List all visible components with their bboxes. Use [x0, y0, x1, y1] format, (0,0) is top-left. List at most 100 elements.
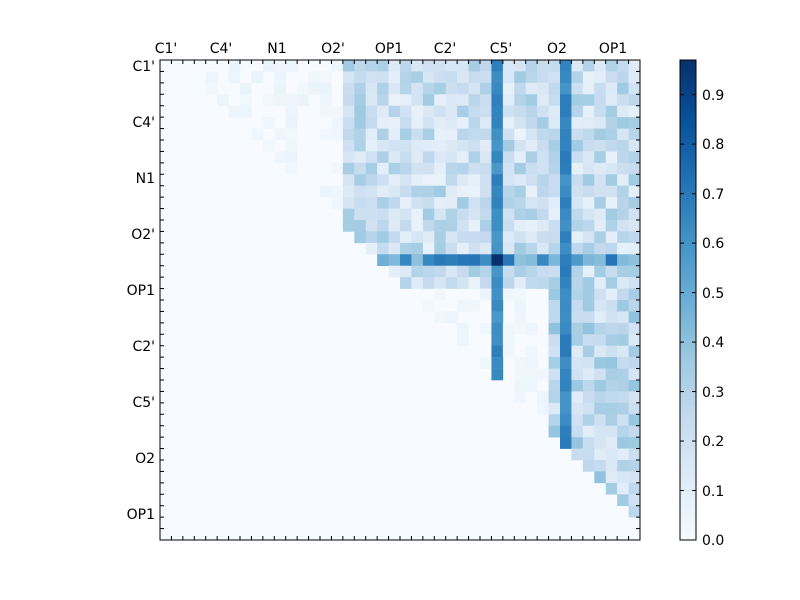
heatmap-cell: [354, 220, 367, 232]
heatmap-cell: [274, 60, 287, 72]
heatmap-cell: [502, 345, 515, 358]
heatmap-cell: [560, 425, 572, 438]
heatmap-cell: [617, 254, 629, 267]
colorbar-labels: 0.0 0.1 0.2 0.3 0.4 0.5 0.6 0.7 0.8 0.9: [702, 88, 724, 549]
heatmap-cell: [388, 265, 401, 278]
heatmap-cell: [582, 277, 595, 289]
heatmap-cell: [514, 391, 527, 404]
colorbar-label: 0.2: [702, 434, 724, 450]
heatmap-cell: [445, 105, 458, 118]
heatmap-cell: [594, 334, 607, 347]
heatmap-cell: [422, 117, 435, 129]
heatmap-cell: [560, 322, 572, 335]
heatmap-cell: [525, 185, 538, 198]
heatmap-cell: [571, 357, 584, 369]
heatmap-cell: [365, 117, 378, 129]
heatmap-cell: [525, 174, 538, 187]
heatmap-cell: [628, 231, 641, 244]
heatmap-cell: [582, 71, 595, 84]
heatmap-cell: [422, 265, 435, 278]
heatmap-cell: [491, 197, 504, 209]
heatmap-cell: [480, 254, 492, 267]
heatmap-cell: [354, 71, 367, 84]
heatmap-cell: [617, 300, 629, 312]
heatmap-cell: [457, 254, 469, 267]
heatmap-cell: [548, 368, 561, 381]
heatmap-cell: [514, 71, 527, 84]
heatmap-cell: [422, 208, 435, 221]
heatmap-cell: [365, 60, 378, 72]
heatmap-cell: [617, 380, 629, 392]
heatmap-cell: [571, 105, 584, 118]
heatmap-cell: [434, 277, 447, 289]
heatmap-cell: [285, 140, 298, 152]
heatmap-cell: [560, 334, 572, 347]
heatmap-cell: [468, 208, 481, 221]
heatmap-cell: [571, 94, 584, 107]
heatmap-cell: [571, 220, 584, 232]
heatmap-cell: [617, 71, 629, 84]
heatmap-cell: [354, 231, 367, 244]
heatmap-cell: [445, 140, 458, 152]
heatmap-cell: [571, 391, 584, 404]
heatmap-cell: [411, 208, 424, 221]
heatmap-cell: [537, 151, 549, 164]
heatmap-cell: [502, 220, 515, 232]
heatmap-cell: [594, 208, 607, 221]
heatmap-cell: [537, 117, 549, 129]
heatmap-cell: [571, 174, 584, 187]
heatmap-cell: [560, 162, 572, 175]
heatmap-cell: [594, 265, 607, 278]
heatmap-cell: [491, 345, 504, 358]
heatmap-cell: [605, 185, 618, 198]
heatmap-cell: [594, 162, 607, 175]
heatmap-cell: [525, 231, 538, 244]
heatmap-cell: [434, 140, 447, 152]
heatmap-cell: [594, 60, 607, 72]
heatmap-cell: [354, 197, 367, 209]
heatmap-cell: [342, 140, 355, 152]
heatmap-cell: [491, 220, 504, 232]
heatmap-cell: [457, 334, 469, 347]
heatmap-cell: [571, 414, 584, 427]
heatmap-cell: [285, 60, 298, 72]
heatmap-cell: [434, 117, 447, 129]
heatmap-cell: [434, 254, 447, 267]
heatmap-cell: [571, 71, 584, 84]
heatmap-cell: [491, 117, 504, 129]
x-tick-label: C1': [155, 41, 178, 57]
heatmap-cell: [377, 60, 389, 72]
heatmap-cell: [548, 414, 561, 427]
heatmap-cell: [605, 471, 618, 484]
heatmap-cell: [571, 402, 584, 415]
heatmap-cell: [594, 71, 607, 84]
heatmap-cell: [617, 425, 629, 438]
heatmap-cell: [628, 357, 641, 369]
heatmap-cell: [205, 82, 218, 95]
heatmap-cell: [628, 448, 641, 461]
heatmap-cell: [548, 300, 561, 312]
colorbar-label: 0.7: [702, 187, 724, 203]
heatmap-cell: [537, 231, 549, 244]
x-tick-label: C2': [434, 41, 457, 57]
heatmap-cell: [548, 277, 561, 289]
heatmap-cell: [434, 288, 447, 301]
heatmap-cell: [411, 128, 424, 141]
heatmap-cell: [457, 174, 469, 187]
heatmap-cell: [377, 151, 389, 164]
heatmap-cell: [582, 128, 595, 141]
heatmap-cell: [628, 391, 641, 404]
heatmap-cell: [594, 140, 607, 152]
heatmap-cell: [400, 140, 412, 152]
heatmap-cell: [537, 140, 549, 152]
heatmap-cell: [605, 448, 618, 461]
heatmap-cell: [514, 60, 527, 72]
heatmap-cell: [628, 380, 641, 392]
heatmap-cell: [502, 82, 515, 95]
heatmap-cell: [457, 60, 469, 72]
colorbar-ticks: [680, 94, 696, 541]
heatmap-cell: [605, 151, 618, 164]
heatmap-cell: [617, 242, 629, 255]
heatmap-cell: [628, 277, 641, 289]
heatmap-cell: [377, 94, 389, 107]
